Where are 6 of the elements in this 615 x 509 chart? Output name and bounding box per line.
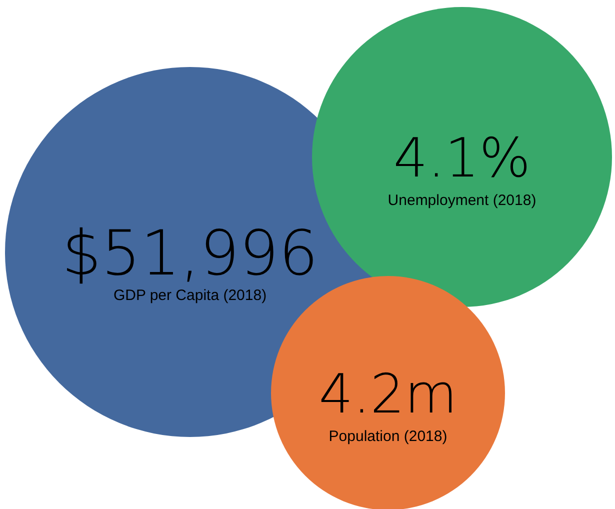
data-label: 4.2m [318, 362, 458, 426]
data-label: 4.1% [393, 126, 531, 190]
category-label: Unemployment (2018) [388, 192, 536, 209]
category-label: GDP per Capita (2018) [113, 287, 267, 304]
category-label: Population (2018) [328, 428, 448, 445]
data-label: $51,996 [62, 216, 318, 290]
